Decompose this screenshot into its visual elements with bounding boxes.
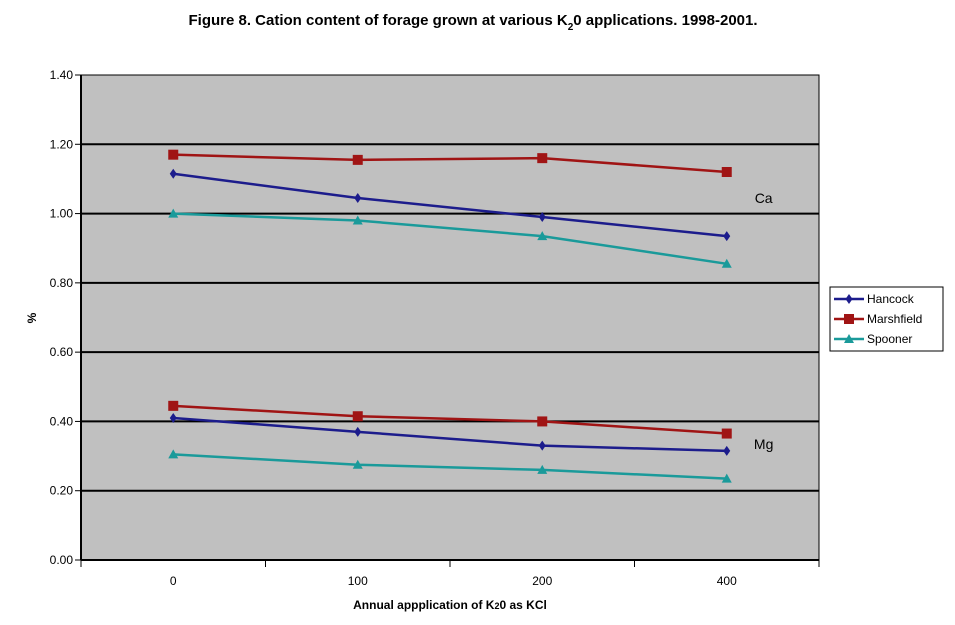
data-point-marshfield-ca	[352, 154, 363, 165]
data-point-marshfield-mg	[721, 428, 732, 439]
x-axis-label-part-1: Annual appplication of K	[353, 598, 495, 612]
y-tick-label: 0.60	[50, 345, 74, 359]
data-point-spooner-mg	[537, 464, 548, 474]
x-axis-label-part-2: 0 as KCl	[499, 598, 546, 612]
data-point-marshfield-ca	[537, 153, 548, 164]
series-line-hancock-ca	[173, 172, 727, 238]
data-point-marshfield-ca	[168, 149, 179, 160]
series-line-marshfield-ca	[173, 153, 727, 174]
y-tick-label: 0.00	[50, 553, 74, 567]
series-marshfield-ca	[168, 149, 732, 177]
legend: Hancock Marshfield Spooner	[834, 292, 922, 346]
data-point-spooner-ca	[537, 231, 548, 241]
y-tick-label: 0.80	[50, 276, 74, 290]
data-point-marshfield-mg	[168, 400, 179, 411]
annotation-mg: Mg	[754, 436, 773, 452]
chart-title: Figure 8. Cation content of forage grown…	[188, 12, 757, 33]
y-tick-label: 1.20	[50, 137, 74, 151]
series-spooner-ca	[168, 208, 732, 268]
x-tick-label: 200	[532, 574, 552, 588]
series-line-marshfield-mg	[173, 404, 727, 435]
legend-marker-marshfield	[844, 314, 854, 324]
annotation-ca: Ca	[755, 190, 773, 206]
annotations: Ca Mg	[754, 190, 773, 452]
legend-item-marshfield: Marshfield	[834, 312, 922, 326]
x-axis-label-subscript: 2	[494, 601, 499, 611]
chart-title-subscript: 2	[568, 22, 574, 33]
y-axis-ticks: 0.00 0.20 0.40 0.60 0.80 1.00 1.20 1.40	[50, 68, 81, 567]
chart-title-part-1: Figure 8. Cation content of forage grown…	[188, 12, 567, 29]
data-point-hancock-ca	[354, 192, 362, 203]
x-tick-label: 0	[170, 574, 177, 588]
y-tick-label: 1.00	[50, 207, 74, 221]
data-point-hancock-mg	[169, 412, 177, 423]
data-point-spooner-ca	[352, 215, 363, 225]
legend-label-hancock: Hancock	[867, 292, 915, 306]
legend-marker-spooner	[844, 334, 854, 343]
x-axis-ticks: 0 100 200 400	[80, 560, 820, 588]
data-point-hancock-mg	[723, 445, 731, 456]
data-point-hancock-mg	[538, 440, 546, 451]
x-axis-label: Annual appplication of K20 as KCl	[353, 598, 547, 612]
plot-area	[80, 74, 820, 561]
y-axis-label: %	[25, 312, 39, 323]
data-point-spooner-mg	[168, 449, 179, 459]
series-spooner-mg	[168, 449, 732, 483]
legend-label-spooner: Spooner	[867, 332, 912, 346]
data-point-hancock-ca	[169, 168, 177, 179]
legend-item-hancock: Hancock	[834, 292, 915, 306]
data-point-hancock-ca	[538, 212, 546, 223]
series-line-hancock-mg	[173, 416, 727, 453]
data-point-hancock-mg	[354, 426, 362, 437]
y-tick-label: 0.40	[50, 414, 74, 428]
data-point-marshfield-mg	[352, 411, 363, 422]
series-hancock-mg	[169, 412, 731, 456]
data-point-marshfield-mg	[537, 416, 548, 427]
data-point-spooner-mg	[721, 473, 732, 483]
data-point-spooner-ca	[721, 258, 732, 268]
series-line-spooner-mg	[173, 453, 727, 480]
data-point-hancock-ca	[723, 231, 731, 242]
data-point-spooner-mg	[352, 459, 363, 469]
series-line-spooner-ca	[173, 212, 727, 266]
legend-marker-hancock	[845, 294, 853, 304]
x-tick-label: 400	[717, 574, 737, 588]
legend-item-spooner: Spooner	[834, 332, 912, 346]
series-marshfield-mg	[168, 400, 732, 439]
y-tick-label: 0.20	[50, 484, 74, 498]
chart-title-part-2: 0 applications. 1998-2001.	[573, 12, 757, 29]
legend-label-marshfield: Marshfield	[867, 312, 922, 326]
x-tick-label: 100	[348, 574, 368, 588]
series-hancock-ca	[169, 168, 731, 242]
data-point-spooner-ca	[168, 208, 179, 218]
series-group	[168, 149, 732, 483]
y-tick-label: 1.40	[50, 68, 74, 82]
data-point-marshfield-ca	[721, 167, 732, 177]
